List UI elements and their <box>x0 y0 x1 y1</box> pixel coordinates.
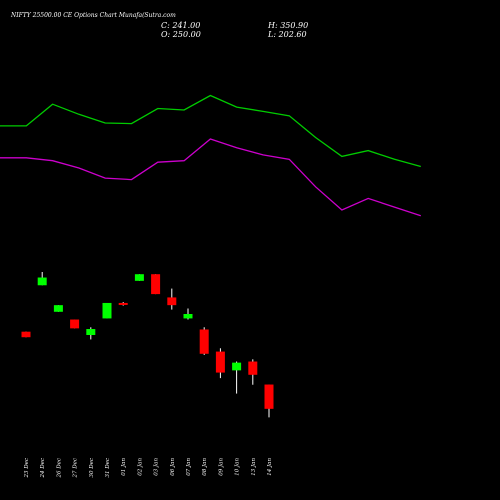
x-tick-label: 06 Jan <box>170 458 176 476</box>
candle <box>118 302 128 306</box>
low-value: L: 202.60 <box>268 30 307 39</box>
candle-body <box>199 329 209 354</box>
candle <box>86 327 96 340</box>
candle-body <box>134 274 144 281</box>
candle <box>199 327 209 355</box>
x-tick-label: 14 Jan <box>267 458 273 476</box>
x-tick-label: 26 Dec <box>56 458 62 479</box>
candle-body <box>118 302 128 305</box>
open-value: O: 250.00 <box>161 30 201 39</box>
x-tick-label: 09 Jan <box>218 458 224 476</box>
high-value: H: 350.90 <box>268 21 309 30</box>
candle <box>151 274 161 295</box>
candle-body <box>53 305 63 312</box>
candle <box>21 331 31 338</box>
candle-body <box>102 302 112 319</box>
candle-body <box>183 314 193 319</box>
x-tick-label: 10 Jan <box>235 458 241 476</box>
candle <box>183 308 193 320</box>
candle <box>102 302 112 319</box>
x-tick-label: 13 Jan <box>251 458 257 476</box>
candle <box>215 348 225 379</box>
candle <box>134 274 144 281</box>
upper-band-line <box>0 94 421 168</box>
candle-body <box>248 361 258 375</box>
x-tick-label: 08 Jan <box>202 458 208 476</box>
candle-body <box>21 331 31 338</box>
candle <box>167 288 177 310</box>
candle <box>232 361 242 394</box>
candle <box>248 359 258 385</box>
candle-body <box>86 329 96 335</box>
candle-body <box>167 297 177 306</box>
x-tick-label: 02 Jan <box>137 458 143 476</box>
candle <box>37 272 47 286</box>
x-tick-label: 23 Dec <box>24 458 30 479</box>
candle-body <box>37 277 47 286</box>
candle-body <box>151 274 161 295</box>
x-tick-label: 01 Jan <box>121 458 127 476</box>
candles-group <box>21 272 274 418</box>
x-tick-label: 27 Dec <box>73 458 79 479</box>
chart-title: NIFTY 25500.00 CE Options Chart Munafa(S… <box>11 12 176 19</box>
x-tick-label: 07 Jan <box>186 458 192 476</box>
lower-band-line <box>0 138 422 217</box>
x-tick-label: 30 Dec <box>89 458 95 478</box>
candle-body <box>215 351 225 373</box>
indicator-bands <box>0 94 422 217</box>
candle <box>70 319 80 329</box>
candle <box>53 305 63 312</box>
x-axis-labels: 23 Dec 24 Dec 26 Dec 27 Dec 30 Dec 31 Dec 01 J… <box>24 458 273 479</box>
candle-body <box>232 362 242 371</box>
candle <box>264 384 274 418</box>
candle-body <box>264 384 274 409</box>
x-tick-label: 24 Dec <box>40 458 46 479</box>
close-value: C: 241.00 <box>161 21 201 30</box>
x-tick-label: 03 Jan <box>154 458 160 476</box>
x-tick-label: 31 Dec <box>105 458 111 478</box>
candle-body <box>70 319 80 329</box>
